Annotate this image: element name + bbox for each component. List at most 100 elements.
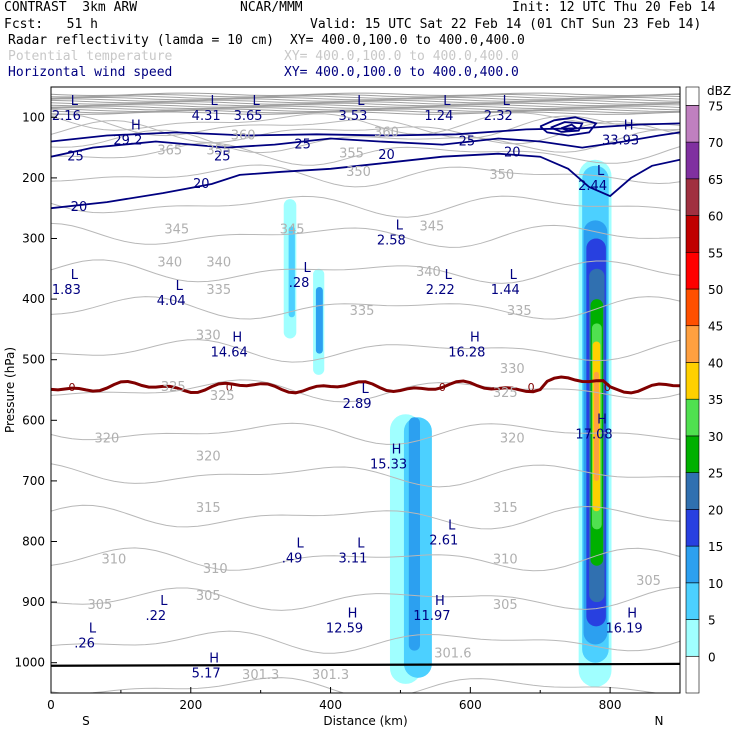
extremum-type: L [211,94,219,109]
extremum-value: 33.93 [602,133,639,148]
y-tick-label: 100 [22,110,45,124]
field-3-name: Horizontal wind speed [8,65,173,80]
theta-label: 335 [206,283,231,298]
extremum-type: L [176,279,184,294]
wind-label: 25 [459,135,476,150]
wind-label: 25 [214,150,231,165]
contour-labels: 360 360 365 355 355 350 350 345 345 345 340 340 340 3… [52,94,661,683]
theta-label: 330 [500,362,525,377]
theta-contour [51,339,680,363]
wind-label: 20 [193,177,210,192]
extremum-value: 4.31 [192,109,221,124]
theta-label: 340 [416,265,441,280]
colorbar-swatch [685,325,700,363]
extremum-value: 2.16 [52,109,81,124]
extremum-type: H [209,652,219,667]
theta-label: 350 [489,168,514,183]
extremum-type: L [71,268,79,283]
extremum-type: L [448,518,456,533]
colorbar-label: 20 [708,503,723,517]
y-tick-label: 600 [22,413,45,427]
colorbar-label: 55 [708,246,723,260]
theta-label: 301.6 [434,647,471,662]
theta-label: 310 [203,562,228,577]
x-tick-label: 600 [459,698,482,712]
model-title: CONTRAST 3km ARW [4,0,138,15]
theta-contour [51,142,680,166]
x-tick-label: 200 [179,698,202,712]
colorbar-label: 40 [708,356,723,370]
theta-contour [51,112,680,135]
y-tick-label: 1000 [14,656,45,670]
theta-label: 305 [196,589,221,604]
theta-contour [51,92,680,97]
colorbar-swatch [685,362,700,400]
y-tick-label: 300 [22,232,45,246]
surface-line [50,662,681,667]
theta-label: 345 [419,219,444,234]
extremum-type: L [303,261,311,276]
reflectivity-cell [315,286,323,354]
theta-contour [51,259,680,284]
wind-contours [51,116,680,210]
theta-contour [51,95,680,99]
extremum-type: H [435,594,445,609]
extremum-value: 5.17 [192,667,221,682]
y-tick-label: 200 [22,171,45,185]
wind-label: 25 [294,138,311,153]
field-1-xy: XY= 400.0,100.0 to 400.0,400.0 [290,33,525,48]
theta-label: 335 [350,304,375,319]
extremum-value: 16.19 [605,621,642,636]
theta-contour [51,422,680,445]
wind-contour [560,123,579,132]
wind-label: 25 [67,150,84,165]
colorbar-unit: dBZ [707,84,731,98]
theta-contour [51,101,680,105]
colorbar-swatch [685,472,700,510]
colorbar-swatch [685,251,700,290]
extremum-type: L [445,268,453,283]
y-tick-label: 900 [22,595,45,609]
colorbar-label: 50 [708,283,723,297]
theta-label: 325 [161,380,186,395]
theta-label: 305 [88,598,113,613]
wind-contour [51,131,680,158]
wind-label: 20 [71,200,88,215]
theta-label: 360 [231,128,256,143]
reflectivity-cell [288,226,295,318]
extremum-type: H [470,331,480,346]
theta-label: 350 [346,165,371,180]
colorbar-label: 35 [708,393,723,407]
extremum-type: H [232,331,242,346]
reflectivity-cell [408,417,421,651]
axes: 0 200 400 600 800100200300400500600700800900… [3,86,681,728]
y-tick-label: 400 [22,292,45,306]
extremum-value: 2.58 [377,233,406,248]
theta-contour [51,463,680,488]
theta-label: 335 [507,304,532,319]
theta-label: 315 [493,501,518,516]
extremum-type: L [160,594,168,609]
extremum-type: H [348,606,358,621]
reflectivity-cell [594,371,599,481]
colorbar-swatch [685,288,700,327]
theta-label: 315 [196,501,221,516]
theta-label: 345 [280,222,305,237]
extremum-value: .22 [145,609,166,624]
extremum-type: L [503,94,511,109]
colorbar-swatch [685,435,700,473]
field-2-xy: XY= 400.0,100.0 to 400.0,400.0 [284,49,519,64]
colorbar-swatch [685,141,700,180]
theta-label: 320 [94,431,119,446]
extremum-value: 12.59 [326,621,363,636]
extremum-type: H [627,606,637,621]
extremum-value: 29.2 [113,133,142,148]
y-tick-label: 800 [22,535,45,549]
extremum-value: 1.44 [491,283,520,298]
extremum-value: 2.44 [578,179,607,194]
extremum-value: 1.24 [424,109,453,124]
colorbar-top [685,86,700,106]
colorbar-label: 45 [708,320,723,334]
